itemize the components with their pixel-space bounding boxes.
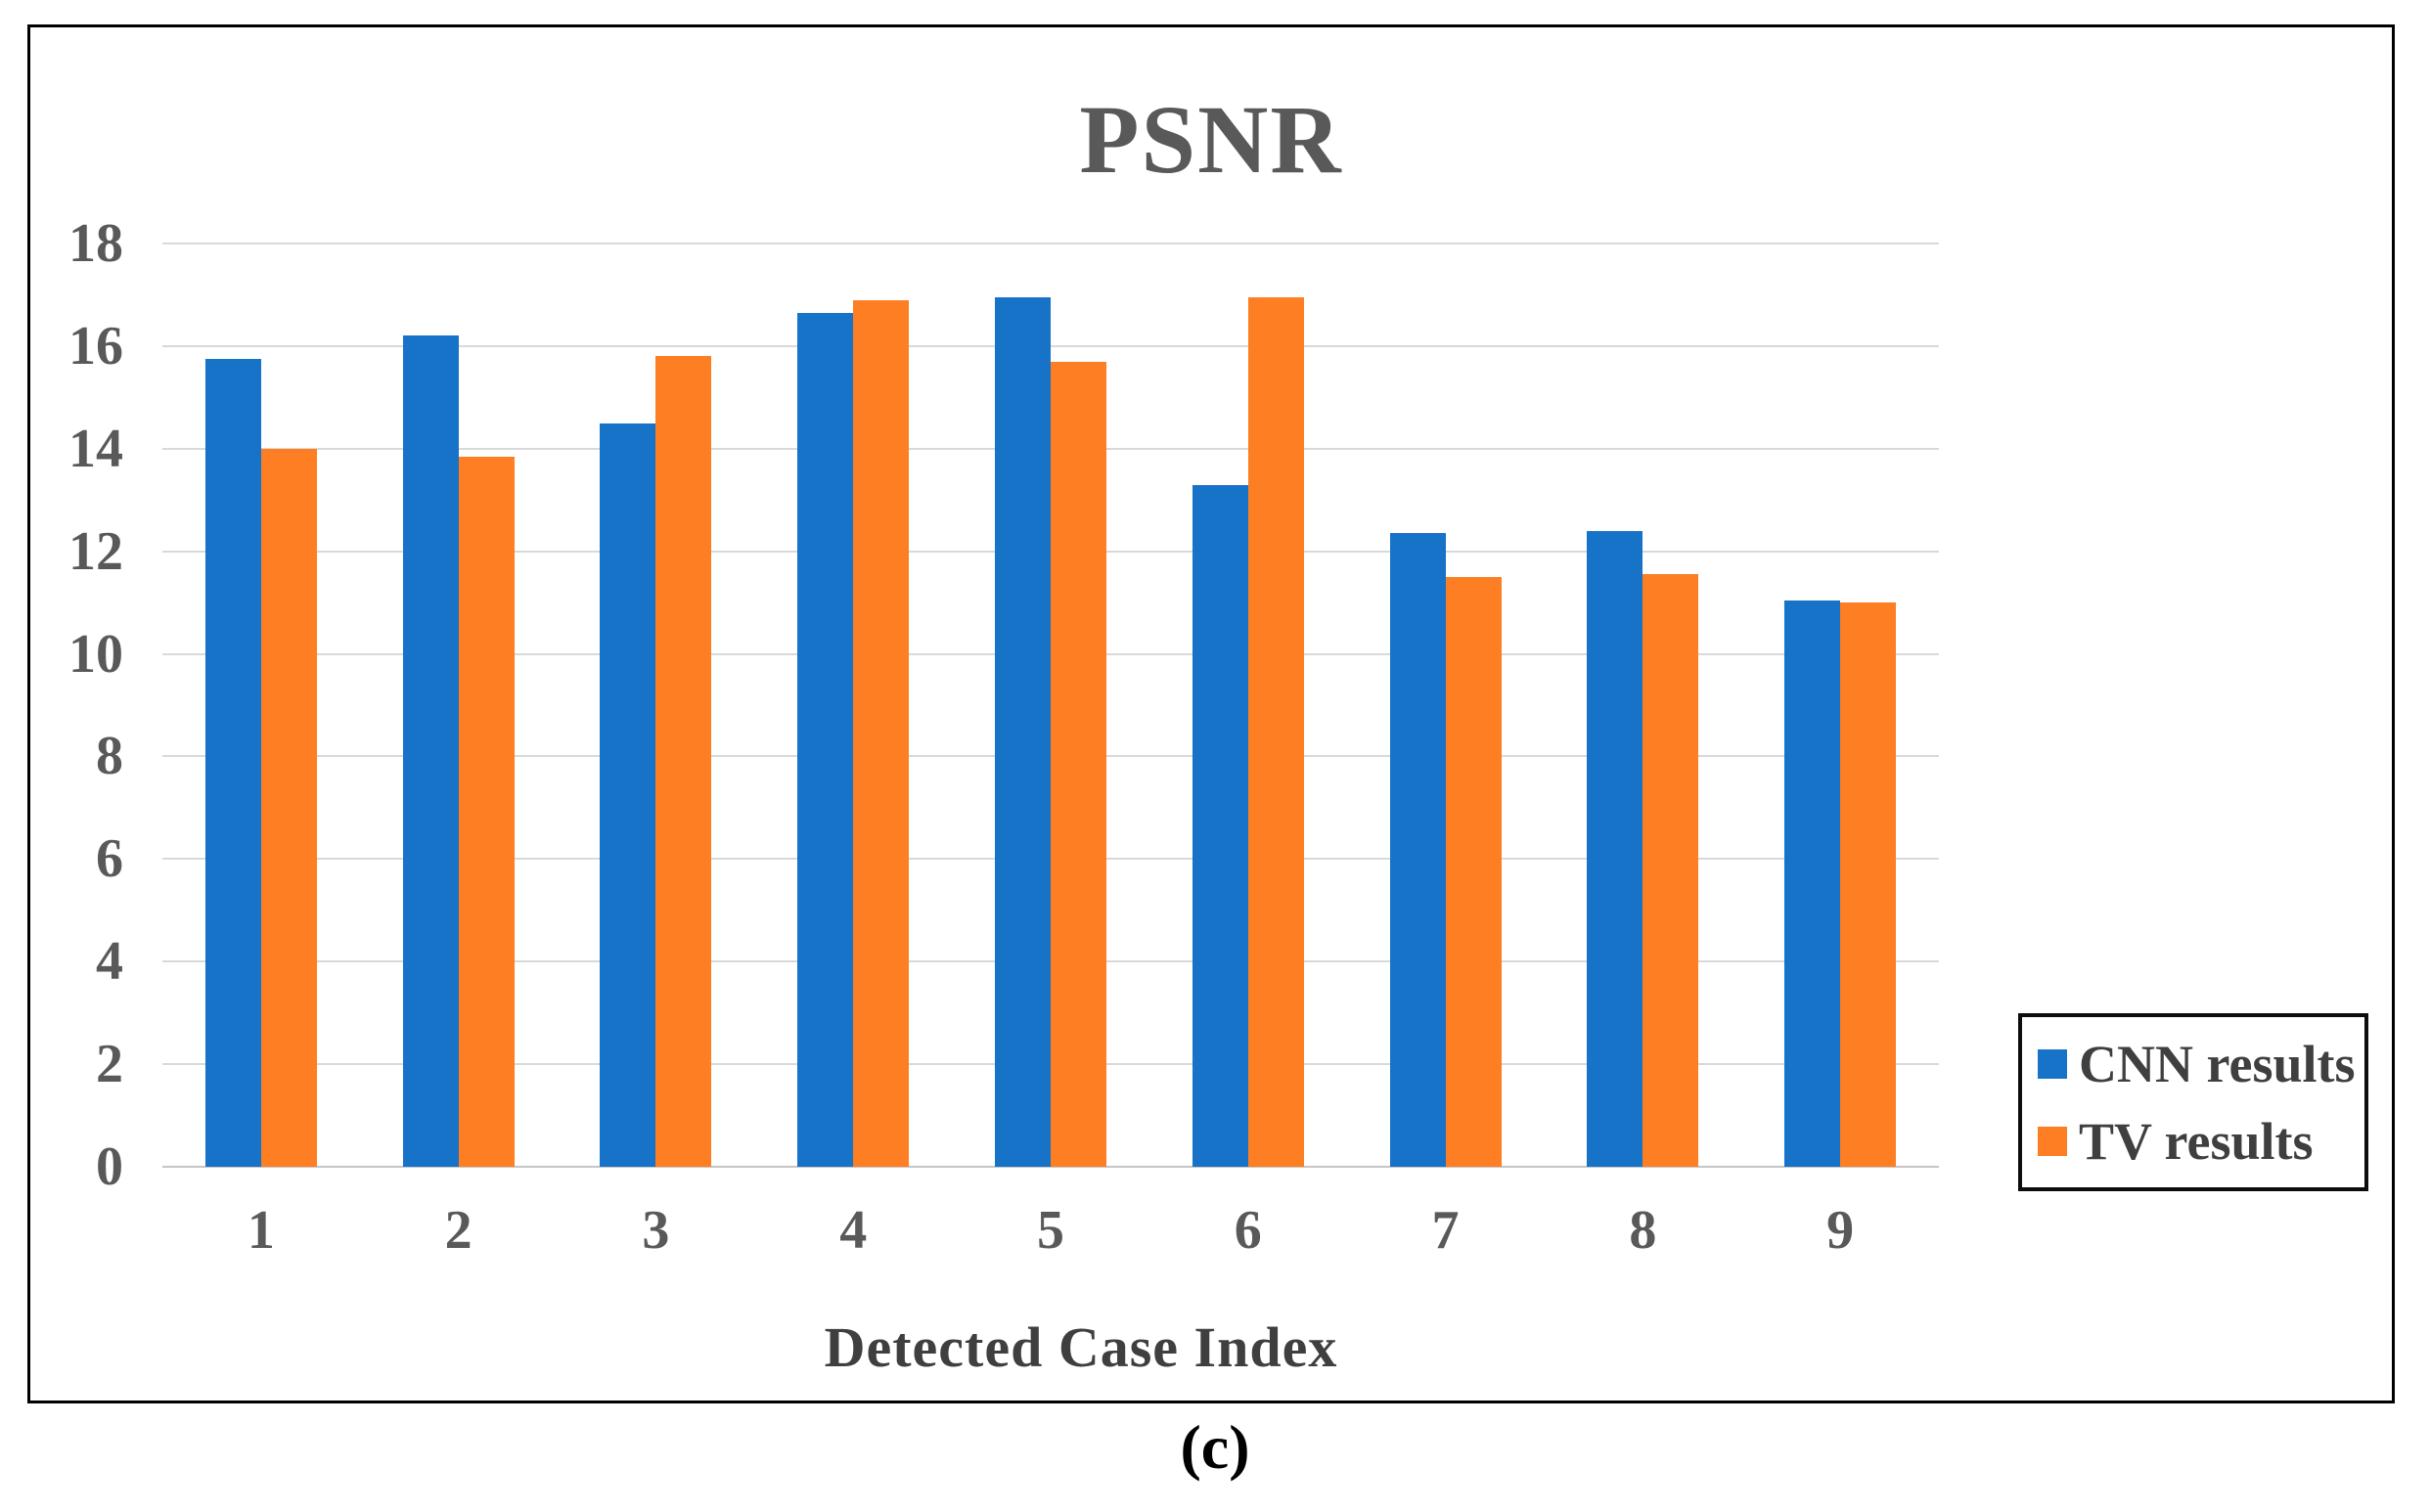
x-tick-4: 4 <box>839 1200 868 1261</box>
bar-cnn-7 <box>1389 533 1446 1167</box>
legend-item-cnn: CNN results <box>2038 1038 2364 1090</box>
x-tick-8: 8 <box>1629 1200 1657 1261</box>
x-tick-9: 9 <box>1826 1200 1855 1261</box>
bar-tv-8 <box>1642 574 1699 1167</box>
y-tick-10: 10 <box>68 623 123 685</box>
bar-tv-5 <box>1051 361 1106 1167</box>
legend-item-tv: TV results <box>2038 1115 2364 1168</box>
bar-tv-9 <box>1840 602 1897 1167</box>
x-axis-title: Detected Case Index <box>824 1315 1338 1379</box>
chart-title: PSNR <box>1079 85 1343 194</box>
x-tick-1: 1 <box>247 1200 275 1261</box>
y-tick-4: 4 <box>96 931 123 993</box>
figure-caption: (c) <box>1180 1412 1250 1482</box>
plot-area <box>162 243 1939 1168</box>
x-tick-2: 2 <box>444 1200 472 1261</box>
x-tick-6: 6 <box>1234 1200 1262 1261</box>
y-tick-0: 0 <box>96 1136 123 1197</box>
x-tick-7: 7 <box>1431 1200 1460 1261</box>
bar-cnn-1 <box>204 359 261 1167</box>
x-tick-5: 5 <box>1036 1200 1064 1261</box>
bar-tv-1 <box>260 448 317 1167</box>
y-tick-18: 18 <box>68 213 123 274</box>
legend-label-tv: TV results <box>2079 1111 2314 1171</box>
x-tick-3: 3 <box>642 1200 670 1261</box>
bar-tv-2 <box>458 456 515 1167</box>
y-tick-12: 12 <box>68 520 123 582</box>
bar-cnn-6 <box>1192 484 1248 1167</box>
bar-cnn-8 <box>1587 530 1643 1167</box>
bar-tv-6 <box>1247 297 1304 1167</box>
bar-tv-7 <box>1445 576 1502 1167</box>
bar-cnn-5 <box>995 297 1051 1167</box>
y-tick-16: 16 <box>68 315 123 377</box>
legend-swatch-cnn-icon <box>2038 1048 2067 1079</box>
gridline-16 <box>162 344 1939 347</box>
y-tick-8: 8 <box>96 726 123 787</box>
x-axis-line <box>162 1166 1939 1168</box>
gridline-18 <box>162 243 1939 245</box>
legend-label-cnn: CNN results <box>2079 1034 2356 1093</box>
bar-cnn-4 <box>797 312 854 1167</box>
legend-swatch-tv-icon <box>2038 1126 2067 1156</box>
y-tick-14: 14 <box>68 418 123 479</box>
bar-tv-4 <box>853 299 910 1167</box>
bar-cnn-2 <box>402 335 459 1167</box>
bar-cnn-3 <box>600 422 656 1167</box>
y-tick-6: 6 <box>96 828 123 890</box>
y-tick-2: 2 <box>96 1034 123 1095</box>
legend: CNN results TV results <box>2018 1013 2368 1191</box>
bar-tv-3 <box>655 356 712 1167</box>
bar-cnn-9 <box>1784 600 1841 1167</box>
